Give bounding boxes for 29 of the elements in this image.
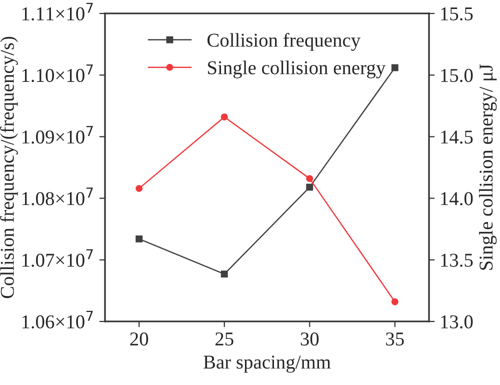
y-axis-title: Collision frequency/(frequency/s) (0, 36, 18, 298)
point (136, 235, 143, 242)
x-tick-label: 35 (386, 332, 404, 346)
x-axis-title: Bar spacing/mm (204, 356, 331, 373)
legend-label: Single collision energy (208, 60, 386, 78)
y-tick-label: 1.08×10$^{7}$ (22, 188, 93, 206)
y2-tick-label: 15.0 (441, 68, 473, 82)
y-tick-label: 1.07×10$^{7}$ (22, 249, 93, 267)
x-tick-label: 20 (130, 332, 148, 346)
point (391, 64, 398, 72)
y-tick-label: 1.09×10$^{7}$ (22, 126, 93, 144)
legend-label: Collision frequency (207, 32, 361, 51)
y2-axis-title: Single collision energy/ μJ (479, 64, 497, 270)
y2-tick-label: 14.0 (441, 192, 473, 206)
x-tick-label: 25 (216, 332, 234, 346)
point (391, 298, 398, 306)
y2-tick-label: 13.0 (441, 315, 473, 328)
y-tick-label: 1.10×10$^{7}$ (22, 64, 93, 82)
x-tick-label: 30 (300, 332, 319, 346)
point (306, 184, 314, 191)
y2-tick-label: 15.5 (441, 7, 473, 20)
y2-tick-label: 13.5 (441, 254, 473, 267)
y2-tick-label: 14.5 (441, 130, 473, 144)
y-tick-label: 1.06×10$^{7}$ (22, 310, 93, 328)
y-tick-label: 1.11×10$^{7}$ (22, 2, 93, 20)
point (220, 113, 228, 120)
point (306, 175, 314, 182)
point (220, 270, 228, 278)
point (136, 184, 143, 192)
